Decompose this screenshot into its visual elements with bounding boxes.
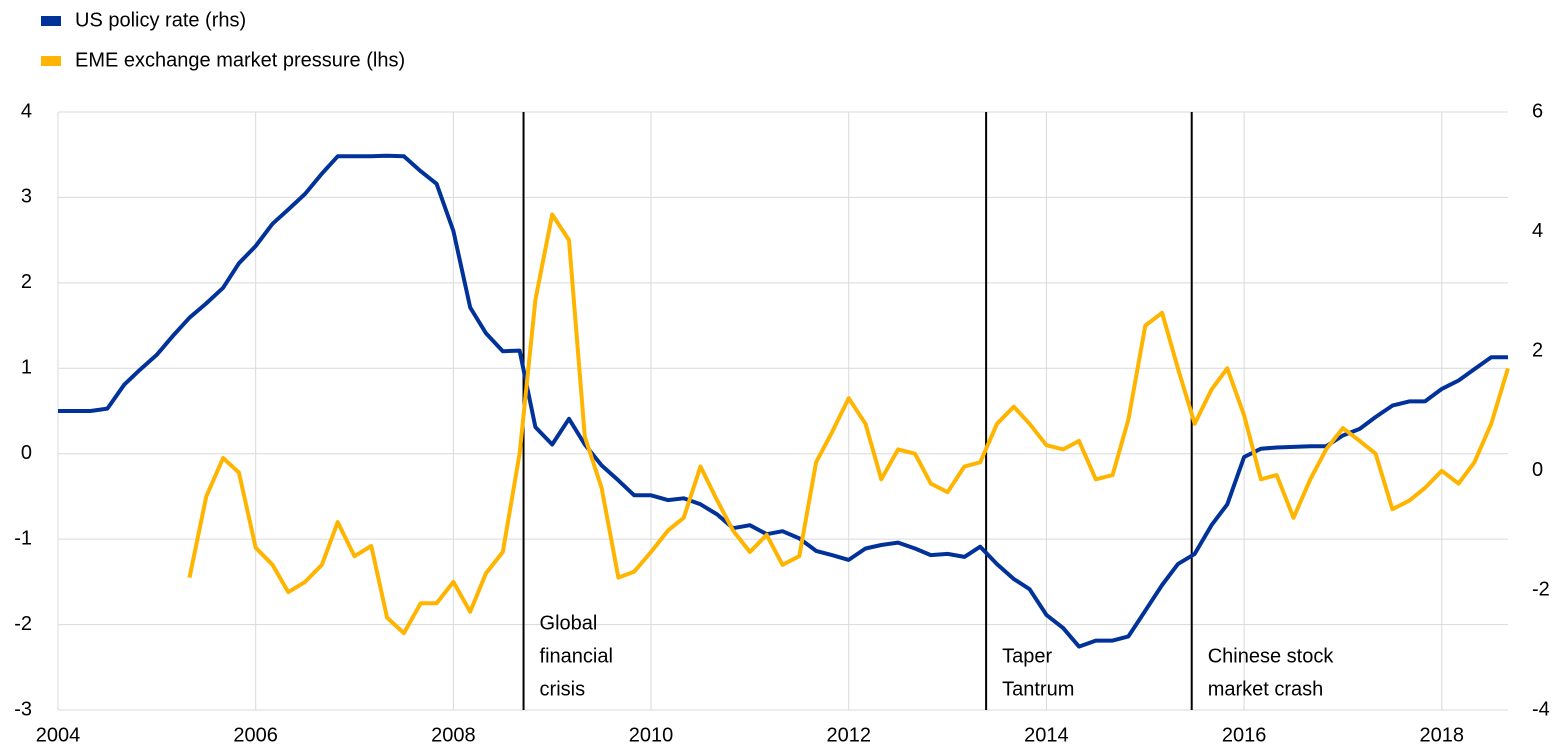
y2-tick-label: 6 [1532,100,1543,122]
event-label: crisis [540,678,586,700]
x-tick-label: 2018 [1420,724,1465,746]
x-tick-label: 2012 [826,724,871,746]
series-line [58,153,1508,649]
y-tick-label: 1 [21,357,32,379]
y2-tick-label: -4 [1532,698,1550,720]
event-label: market crash [1208,678,1324,700]
y-tick-label: 4 [21,100,32,122]
y2-tick-label: -2 [1532,579,1550,601]
legend-label: EME exchange market pressure (lhs) [75,49,405,71]
event-label: Tantrum [1002,678,1074,700]
y-tick-label: 2 [21,271,32,293]
x-tick-label: 2006 [233,724,278,746]
x-tick-label: 2014 [1024,724,1069,746]
x-tick-label: 2016 [1222,724,1267,746]
y-tick-label: -3 [14,698,32,720]
y-tick-label: -1 [14,527,32,549]
y2-tick-label: 0 [1532,459,1543,481]
x-tick-label: 2010 [629,724,674,746]
x-tick-label: 2004 [36,724,81,746]
legend-swatch [41,56,61,66]
y-tick-label: -2 [14,613,32,635]
legend-label: US policy rate (rhs) [75,9,246,31]
event-label: Taper [1002,645,1052,667]
y-tick-label: 0 [21,442,32,464]
event-label: Global [540,612,598,634]
y2-tick-label: 4 [1532,220,1543,242]
event-label: Chinese stock [1208,645,1335,667]
event-label: financial [540,645,613,667]
x-tick-label: 2008 [431,724,476,746]
y2-tick-label: 2 [1532,339,1543,361]
series-line [187,212,1510,636]
legend-swatch [41,16,61,26]
y-tick-label: 3 [21,186,32,208]
